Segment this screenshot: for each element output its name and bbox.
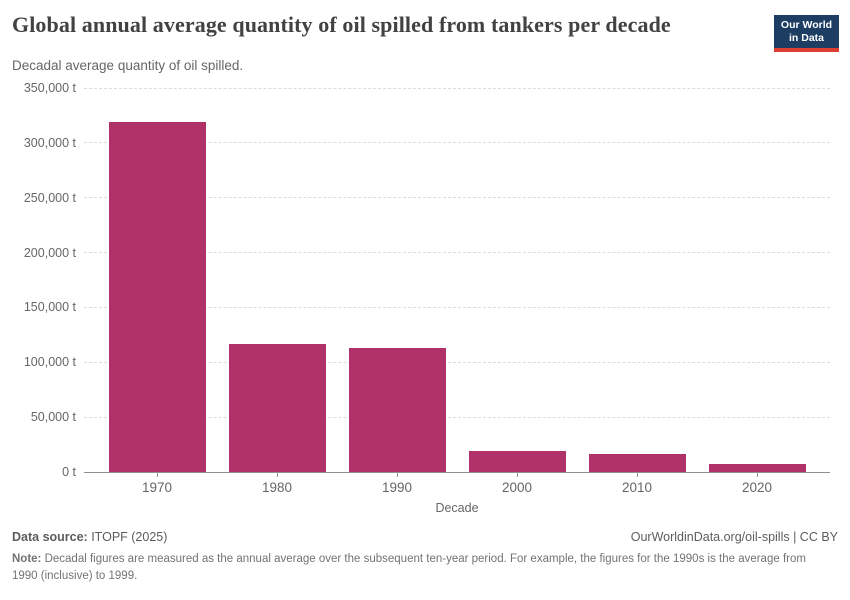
x-axis-tick-label: 2010 [621,480,653,495]
x-axis-tick [757,473,758,477]
owid-logo[interactable]: Our World in Data [774,15,839,53]
footer-sources-row: Data source: ITOPF (2025) OurWorldinData… [12,530,838,544]
x-axis-title: Decade [435,501,479,515]
y-axis-tick-label: 200,000 t [23,245,76,260]
y-axis-tick-label: 0 t [62,465,76,479]
chart-title: Global annual average quantity of oil sp… [12,12,671,37]
x-axis-tick [517,473,518,477]
x-axis-tick-label: 2020 [741,480,773,495]
data-source-line: Data source: ITOPF (2025) [12,530,167,544]
bar-1970[interactable] [108,122,206,472]
y-gridline [84,416,830,418]
x-axis-line [84,472,830,473]
x-axis-tick [277,473,278,477]
bar-2010[interactable] [588,454,686,472]
bar-1980[interactable] [228,344,326,472]
y-axis-tick-label: 100,000 t [23,355,76,370]
chart-subtitle: Decadal average quantity of oil spilled. [12,58,244,73]
y-gridline [84,361,830,363]
y-gridline [84,87,830,89]
x-axis-tick-label: 1980 [261,480,293,495]
x-axis-tick-label: 1990 [381,480,413,495]
y-axis-tick-label: 300,000 t [23,135,76,150]
y-axis-tick-label: 250,000 t [23,190,76,205]
bar-2000[interactable] [468,451,566,472]
y-gridline [84,197,830,199]
owid-logo-line1: Our World [780,19,833,31]
data-source-label: Data source: [12,530,88,544]
x-axis-tick-label: 1970 [141,480,173,495]
x-axis-tick [397,473,398,477]
y-axis-tick-label: 150,000 t [23,300,76,315]
footer-note: Note: Decadal figures are measured as th… [12,551,806,584]
y-gridline [84,252,830,254]
note-text: Decadal figures are measured as the annu… [12,553,806,582]
y-gridline [84,306,830,308]
y-axis-tick-label: 350,000 t [23,81,76,95]
owid-url-license-link[interactable]: OurWorldinData.org/oil-spills | CC BY [630,530,838,544]
bar-1990[interactable] [348,348,446,472]
x-axis-tick [157,473,158,477]
y-axis-tick-label: 50,000 t [30,410,76,425]
owid-logo-line2: in Data [788,32,824,45]
x-axis-tick-label: 2000 [501,480,533,495]
note-label: Note: [12,553,42,565]
bar-2020[interactable] [708,464,806,472]
y-gridline [84,142,830,144]
data-source-value: ITOPF (2025) [87,530,168,544]
x-axis-tick [637,473,638,477]
